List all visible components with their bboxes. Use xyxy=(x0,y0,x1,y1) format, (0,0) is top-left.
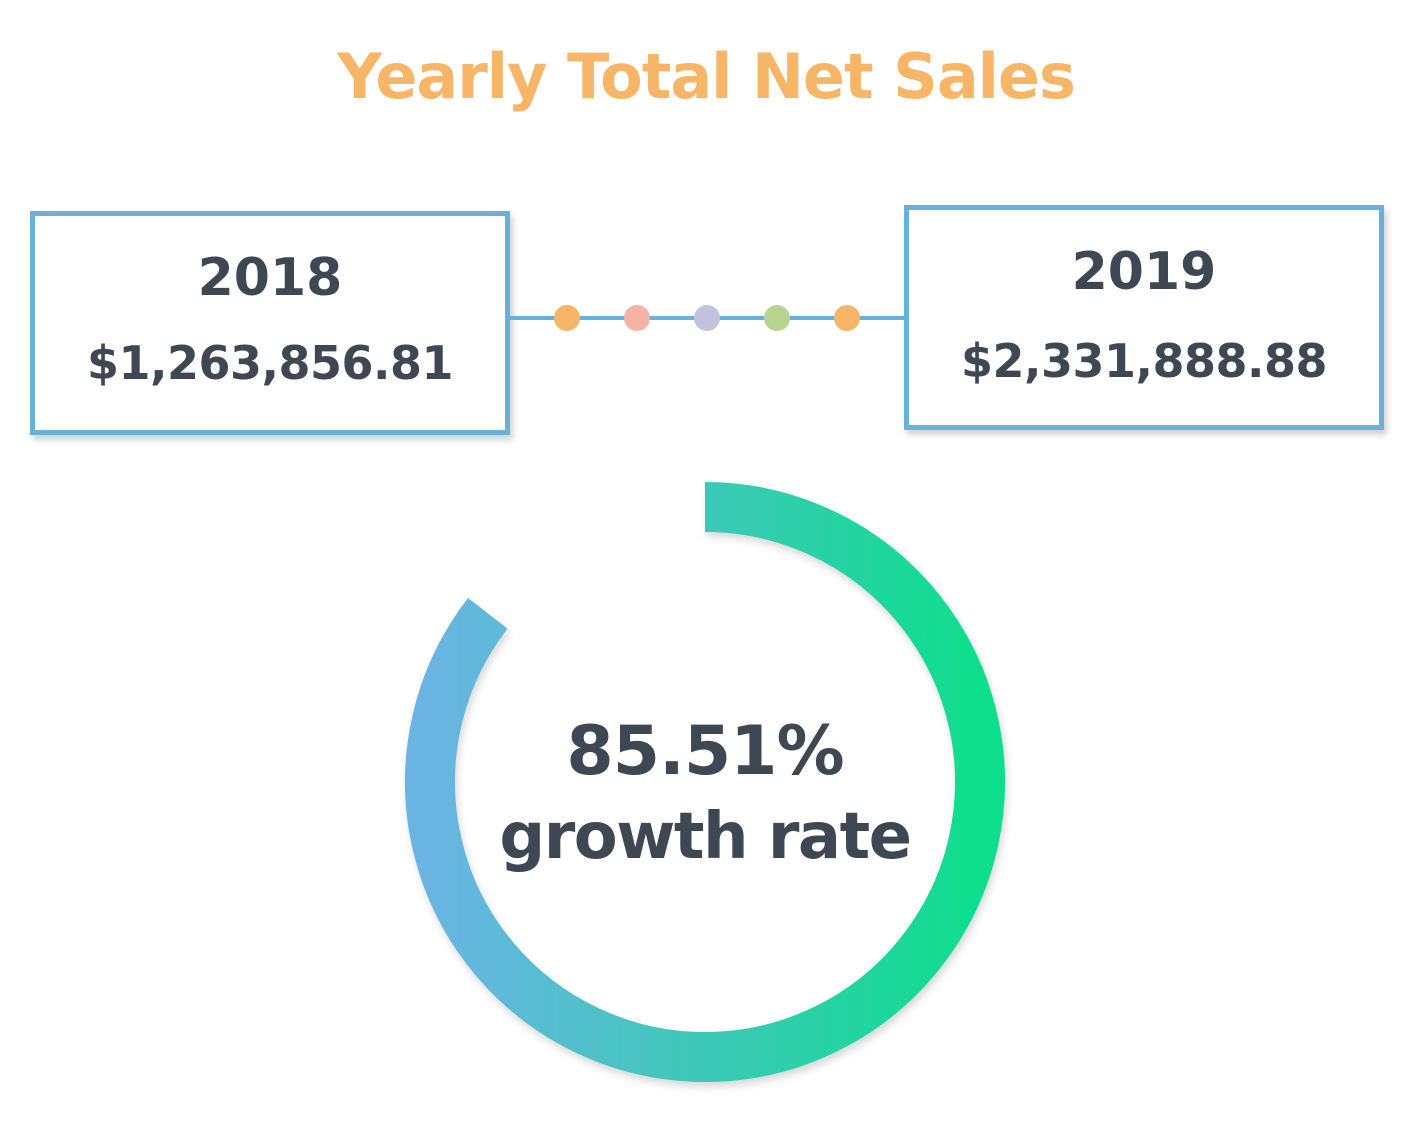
year-label-2018: 2018 xyxy=(197,248,343,308)
connector-dot xyxy=(694,305,720,331)
growth-percent: 85.51% xyxy=(566,712,844,791)
growth-ring-arc xyxy=(405,482,1005,1082)
year-value-2018: $1,263,856.81 xyxy=(87,336,454,390)
connector-dot xyxy=(624,305,650,331)
year-card-2019: 2019 $2,331,888.88 xyxy=(904,205,1384,430)
connector-dot xyxy=(554,305,580,331)
year-value-2019: $2,331,888.88 xyxy=(961,334,1328,388)
timeline-connector xyxy=(505,305,909,331)
connector-dot xyxy=(764,305,790,331)
year-label-2019: 2019 xyxy=(1071,242,1217,302)
year-card-2018: 2018 $1,263,856.81 xyxy=(30,211,510,435)
connector-dot xyxy=(834,305,860,331)
growth-label: growth rate xyxy=(499,800,912,874)
connector-dots xyxy=(554,305,860,331)
chart-title: Yearly Total Net Sales xyxy=(337,40,1076,113)
growth-ring xyxy=(405,482,1005,1082)
